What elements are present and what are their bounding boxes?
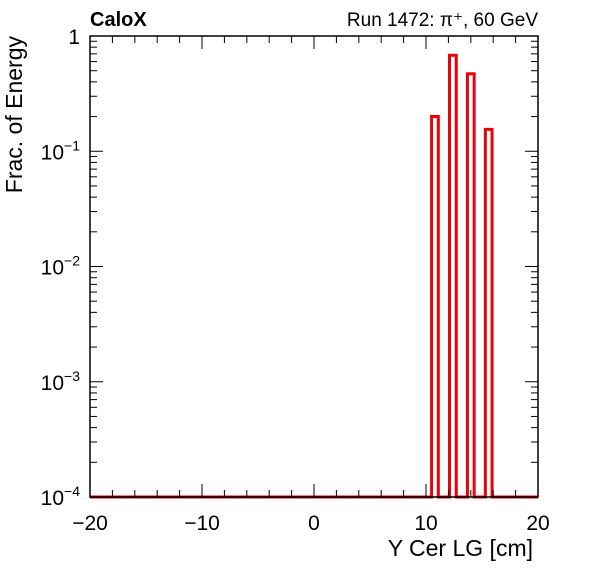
x-tick-label: 0 bbox=[308, 512, 320, 535]
y-tick-label: 10−1 bbox=[41, 137, 81, 164]
y-tick-label-base: 10 bbox=[41, 141, 64, 164]
y-tick-label-base: 10 bbox=[41, 487, 64, 510]
y-tick-label-exponent: −3 bbox=[64, 368, 80, 384]
y-tick-label: 10−3 bbox=[41, 368, 81, 395]
y-tick-label-base: 1 bbox=[68, 26, 80, 49]
plot-frame bbox=[89, 35, 539, 498]
y-tick-label-exponent: −2 bbox=[64, 253, 80, 269]
histogram-line bbox=[90, 53, 538, 499]
x-tick-label: −10 bbox=[184, 512, 220, 535]
x-tick-label: 10 bbox=[414, 512, 437, 535]
experiment-label: CaloX bbox=[90, 9, 147, 31]
y-tick-label-exponent: −4 bbox=[64, 483, 80, 499]
run-info-label: Run 1472: π⁺, 60 GeV bbox=[347, 10, 538, 31]
y-tick-label: 10−2 bbox=[41, 253, 81, 280]
x-axis-label: Y Cer LG [cm] bbox=[388, 535, 533, 561]
y-axis-label: Frac. of Energy bbox=[1, 36, 27, 194]
y-tick-label-base: 10 bbox=[41, 372, 64, 395]
chart-marks bbox=[90, 53, 538, 499]
x-tick-label: 20 bbox=[526, 512, 549, 535]
x-tick-label: −20 bbox=[72, 512, 108, 535]
y-tick-label-base: 10 bbox=[41, 257, 64, 280]
y-tick-label: 10−4 bbox=[41, 483, 81, 510]
y-tick-label-exponent: −1 bbox=[64, 137, 80, 153]
y-tick-label: 1 bbox=[68, 26, 80, 49]
